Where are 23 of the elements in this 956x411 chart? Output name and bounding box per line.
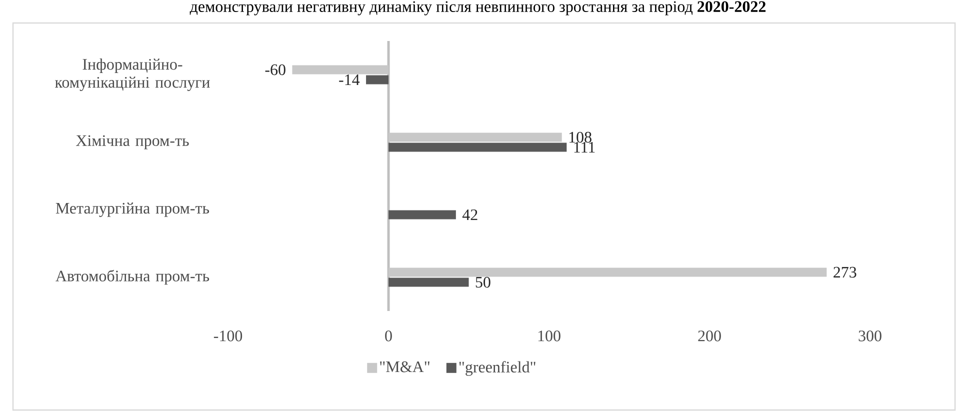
data-label: -60	[265, 64, 286, 76]
legend-label: "greenfield"	[459, 361, 536, 376]
y-tick-label: Хімічна пром-ть	[76, 135, 189, 150]
bar	[388, 210, 456, 220]
x-tick-label: 200	[698, 330, 721, 342]
y-tick-label: Автомобільна пром-ть	[56, 270, 210, 285]
x-tick-label: 0	[385, 330, 392, 342]
data-label: 42	[462, 209, 478, 220]
data-label: -14	[339, 74, 360, 86]
text: демонстрували негативну динаміку після невпинного зростання за період 2020-2022	[190, 1, 766, 16]
data-label: 108	[569, 132, 592, 143]
bar	[388, 278, 469, 287]
x-tick-label: 100	[538, 330, 560, 342]
data-label: 111	[574, 142, 595, 153]
bar	[366, 75, 389, 84]
bar	[388, 142, 567, 152]
x-tick-label: 300	[858, 330, 882, 342]
data-label: 50	[476, 276, 490, 288]
x-tick-label: -100	[214, 330, 242, 342]
y-tick-label: Інформаційно-комунікаційні послуги	[55, 58, 210, 92]
legend-label: "M&A"	[380, 361, 430, 372]
y-tick-label: Металургійна пром-ть	[56, 202, 210, 217]
data-label: 273	[834, 266, 856, 278]
